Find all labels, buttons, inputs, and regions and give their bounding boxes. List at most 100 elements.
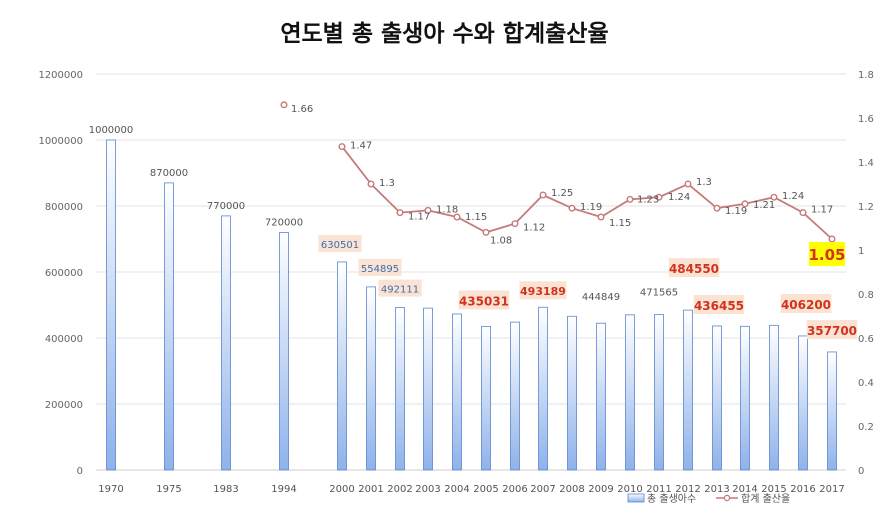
bar <box>164 182 174 471</box>
bar-label-box <box>378 279 422 297</box>
bar-data-label: 436455 <box>694 299 744 313</box>
legend-bar-label: 총 출생아수 <box>647 493 696 505</box>
bar-data-label: 630501 <box>321 240 359 251</box>
x-tick-label: 2013 <box>704 484 729 495</box>
bar-data-label: 492111 <box>381 285 419 296</box>
line-marker <box>770 193 778 201</box>
bar <box>423 307 433 471</box>
bar-data-label: 554895 <box>361 264 399 275</box>
line-marker <box>568 204 576 212</box>
line-marker <box>424 206 432 214</box>
bar <box>221 215 231 471</box>
line-marker <box>713 204 721 212</box>
x-tick-label: 2007 <box>530 484 555 495</box>
y-tick-label-left: 0 <box>77 466 83 477</box>
legend-line-marker <box>723 494 731 502</box>
x-tick-label: 2015 <box>761 484 786 495</box>
x-tick-label: 1975 <box>156 484 181 495</box>
legend: 총 출생아수 합계 출산율 <box>627 493 790 505</box>
x-tick-label: 2000 <box>329 484 354 495</box>
x-axis: 1970 1975 1983 1994 2000 2001 2002 2003 2004 2005… <box>98 484 844 495</box>
x-tick-label: 2016 <box>790 484 815 495</box>
x-tick-label: 2009 <box>588 484 613 495</box>
line-marker <box>482 228 490 236</box>
bar-label-box <box>780 293 832 313</box>
bar <box>798 335 808 471</box>
line-data-label: 1.19 <box>725 206 747 217</box>
bar <box>712 325 722 471</box>
y-tick-label-right: 1.4 <box>858 158 874 169</box>
bar-data-label: 770000 <box>207 201 245 212</box>
bar-data-label: 720000 <box>265 217 303 228</box>
line-marker <box>280 101 288 109</box>
x-tick-label: 2010 <box>617 484 642 495</box>
line-marker <box>799 209 807 217</box>
bar-label-box <box>519 281 567 300</box>
bar-data-label: 484550 <box>669 262 719 276</box>
bar-label-box <box>458 290 510 310</box>
bar <box>337 261 347 471</box>
line-marker <box>539 191 547 199</box>
y-tick-label-left: 1200000 <box>38 70 83 81</box>
x-tick-label: 2002 <box>387 484 412 495</box>
line-data-label: 1.23 <box>637 194 659 205</box>
line-marker <box>338 143 346 151</box>
y-tick-label-right: 1 <box>858 246 864 257</box>
chart-title: 연도별 총 출생아 수와 합계출산율 <box>280 21 609 47</box>
line-data-label: 1.3 <box>379 178 395 189</box>
bar-data-label: 493189 <box>520 285 566 298</box>
gridlines <box>96 73 846 471</box>
line-marker <box>828 235 836 243</box>
line-data-label: 1.66 <box>291 104 313 115</box>
y-tick-label-left: 600000 <box>45 268 83 279</box>
line-data-label: 1.19 <box>580 202 602 213</box>
y-tick-label-right: 0.6 <box>858 334 874 345</box>
x-tick-label: 2008 <box>559 484 584 495</box>
y-tick-label-right: 0.8 <box>858 290 874 301</box>
y-tick-label-right: 1.8 <box>858 70 874 81</box>
bar <box>106 139 116 471</box>
line-data-label: 1.12 <box>523 223 545 234</box>
bar <box>279 231 289 471</box>
y-tick-label-left: 400000 <box>45 334 83 345</box>
x-tick-label: 2012 <box>675 484 700 495</box>
bar <box>366 286 376 471</box>
x-tick-label: 2017 <box>819 484 844 495</box>
bar-data-label: 1000000 <box>89 125 134 136</box>
line-marker <box>511 220 519 228</box>
x-tick-label: 1983 <box>213 484 238 495</box>
bar-labels: 1000000 870000 770000 720000 630501 554895 492… <box>89 125 858 339</box>
line-data-label: 1.47 <box>350 141 372 152</box>
line-path <box>341 146 833 240</box>
x-tick-label: 2006 <box>502 484 527 495</box>
bar <box>625 314 635 471</box>
line-data-label: 1.08 <box>490 235 512 246</box>
y-tick-label-left: 200000 <box>45 400 83 411</box>
line-marker <box>741 200 749 208</box>
bar <box>452 313 462 471</box>
line-data-label: 1.24 <box>668 192 690 203</box>
bar <box>596 322 606 471</box>
bar-data-label: 406200 <box>781 298 831 312</box>
legend-line-label: 합계 출산율 <box>741 493 790 505</box>
bar <box>827 351 837 471</box>
bar-label-box <box>806 319 858 339</box>
bar <box>769 324 779 471</box>
y-tick-label-right: 0.4 <box>858 378 874 389</box>
bar <box>510 321 520 471</box>
line-marker <box>597 213 605 221</box>
x-tick-label: 2005 <box>473 484 498 495</box>
bar-series <box>106 139 837 471</box>
line-data-label: 1.25 <box>551 188 573 199</box>
bar <box>395 307 405 471</box>
line-marker <box>626 195 634 203</box>
line-series <box>280 101 836 243</box>
line-marker <box>396 209 404 217</box>
line-data-label: 1.15 <box>465 212 487 223</box>
y-tick-label-right: 0 <box>858 466 864 477</box>
y-tick-label-left: 800000 <box>45 202 83 213</box>
x-tick-label: 2011 <box>646 484 671 495</box>
bar <box>481 326 491 471</box>
y-tick-label-right: 0.2 <box>858 422 874 433</box>
